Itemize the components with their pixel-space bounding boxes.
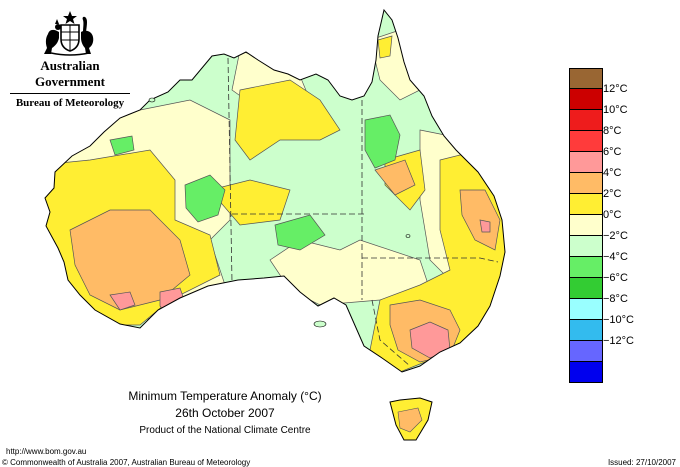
- legend-swatch: [569, 362, 603, 383]
- footer-url-link[interactable]: http://www.bom.gov.au: [6, 447, 87, 456]
- legend-label: −8°C: [603, 293, 628, 305]
- legend-swatch: [569, 257, 603, 278]
- legend-label: −4°C: [603, 251, 628, 263]
- legend-swatch: [569, 299, 603, 320]
- legend-label: −10°C: [603, 314, 635, 326]
- legend-label: 0°C: [603, 209, 622, 221]
- legend-swatch: [569, 341, 603, 362]
- bureau-name: Bureau of Meteorology: [15, 97, 125, 109]
- map-title-block: Minimum Temperature Anomaly (°C) 26th Oc…: [100, 388, 350, 439]
- legend-label: 12°C: [603, 83, 628, 95]
- legend-label: 4°C: [603, 167, 622, 179]
- government-name: Australian Government: [34, 58, 106, 89]
- legend-label: 6°C: [603, 146, 622, 158]
- logo-divider: [10, 93, 130, 94]
- map-date: 26th October 2007: [175, 406, 275, 420]
- legend-label: 8°C: [603, 125, 622, 137]
- legend-swatch: [569, 131, 603, 152]
- legend-swatch: [569, 89, 603, 110]
- legend-swatch: [569, 278, 603, 299]
- footer-issued-date: Issued: 27/10/2007: [607, 458, 676, 467]
- footer-copyright: © Commonwealth of Australia 2007, Austra…: [2, 458, 251, 467]
- legend-label: 10°C: [603, 104, 628, 116]
- government-logo: Australian Government Bureau of Meteorol…: [6, 10, 134, 109]
- coat-of-arms-icon: [44, 11, 94, 56]
- legend-label: 2°C: [603, 188, 622, 200]
- legend-swatch: [569, 152, 603, 173]
- map-title: Minimum Temperature Anomaly (°C): [128, 389, 322, 403]
- legend-swatch: [569, 110, 603, 131]
- legend-swatch: [569, 320, 603, 341]
- legend-label: −6°C: [603, 272, 628, 284]
- legend-swatch: [569, 173, 603, 194]
- legend-label: −12°C: [603, 335, 635, 347]
- legend-swatch: [569, 194, 603, 215]
- legend-swatch: [569, 68, 603, 89]
- legend-swatch: [569, 236, 603, 257]
- map-product: Product of the National Climate Centre: [139, 425, 311, 436]
- color-legend: [569, 68, 605, 383]
- state-borders: [227, 57, 499, 367]
- legend-swatch: [569, 215, 603, 236]
- legend-label: −2°C: [603, 230, 628, 242]
- australia-anomaly-map: [44, 8, 506, 441]
